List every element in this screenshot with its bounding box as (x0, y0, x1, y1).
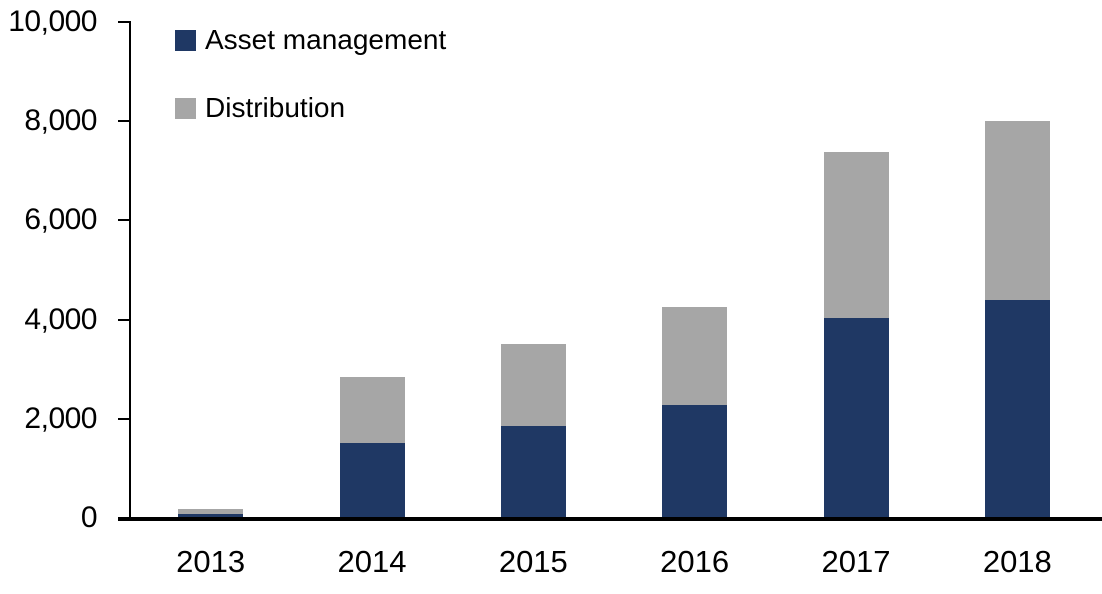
bar-segment-asset-management (500, 425, 566, 518)
legend: Asset management Distribution (175, 24, 446, 165)
bar-segment-distribution (178, 509, 244, 514)
legend-label-distribution: Distribution (205, 92, 346, 123)
x-axis-tick-label: 2017 (821, 544, 891, 579)
y-axis-tick-label: 4,000 (24, 302, 97, 336)
bar-2013 (178, 509, 244, 518)
legend-swatch-asset-management (175, 29, 196, 51)
bar-2015 (500, 344, 566, 518)
bar-2017 (823, 151, 889, 518)
y-axis-tick-label: 8,000 (24, 104, 97, 138)
y-axis-tick-label: 0 (80, 501, 98, 534)
y-axis-line (129, 21, 131, 518)
y-axis-tick (118, 21, 130, 23)
bar-2014 (339, 376, 405, 518)
y-axis-tick-label: 6,000 (24, 203, 97, 237)
bar-2018 (984, 121, 1050, 518)
y-axis-tick (118, 219, 130, 222)
bar-segment-asset-management (984, 299, 1050, 518)
bar-segment-distribution (500, 344, 566, 426)
y-axis-tick (118, 120, 130, 123)
y-axis-tick-label: 10,000 (8, 5, 97, 38)
bar-segment-distribution (339, 376, 405, 443)
y-axis-tick-label: 2,000 (24, 401, 97, 435)
y-axis-tick (118, 417, 130, 420)
legend-swatch-distribution (175, 97, 196, 119)
legend-item-asset-management: Asset management (175, 24, 446, 55)
x-axis-tick-label: 2015 (498, 544, 568, 579)
legend-item-distribution: Distribution (175, 92, 446, 123)
bar-segment-distribution (823, 151, 889, 319)
bar-segment-distribution (984, 121, 1050, 300)
y-axis-tick (118, 318, 130, 321)
bar-segment-asset-management (662, 404, 728, 518)
bar-segment-distribution (662, 307, 728, 405)
x-axis-tick-label: 2016 (660, 544, 730, 579)
bar-segment-asset-management (339, 442, 405, 518)
bar-2016 (662, 307, 728, 518)
x-axis-tick-label: 2018 (982, 544, 1052, 579)
bar-segment-asset-management (823, 318, 889, 518)
x-axis-line (118, 517, 1102, 521)
x-axis-tick-label: 2014 (337, 544, 407, 579)
bar-segment-asset-management (178, 514, 244, 518)
legend-label-asset-management: Asset management (205, 24, 447, 55)
x-axis-tick-label: 2013 (176, 544, 246, 579)
